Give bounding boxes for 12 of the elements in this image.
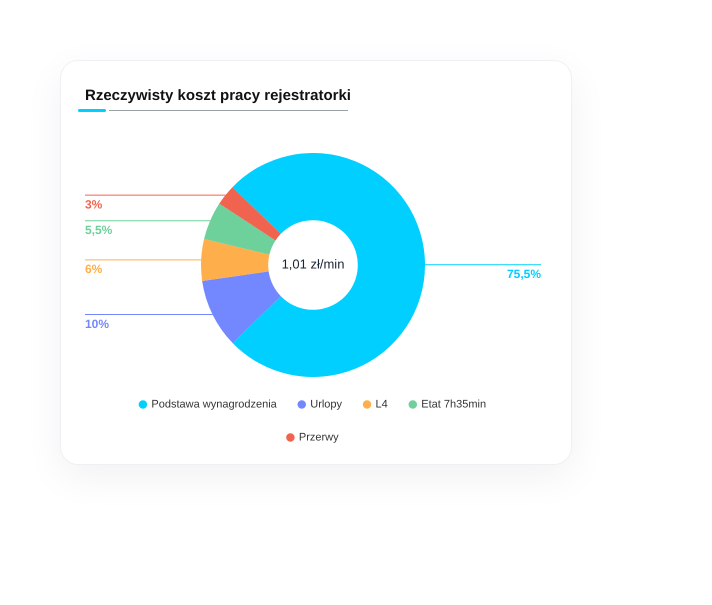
chart-title: Rzeczywisty koszt pracy rejestratorki [85,87,351,104]
data-label: 5,5% [85,223,113,238]
legend-label: Przerwy [298,432,340,444]
data-label: 6% [85,262,103,276]
data-label: 10% [85,316,110,331]
legend-label: Podstawa wynagrodzenia [151,398,278,411]
legend-label: L4 [376,398,388,411]
data-label: 75,5% [506,267,542,282]
legend-label: Etat 7h35min [421,398,486,411]
text: 1,01 zł/min [282,256,344,272]
data-label: 3% [85,197,103,212]
legend-label: Urlopy [310,398,343,411]
